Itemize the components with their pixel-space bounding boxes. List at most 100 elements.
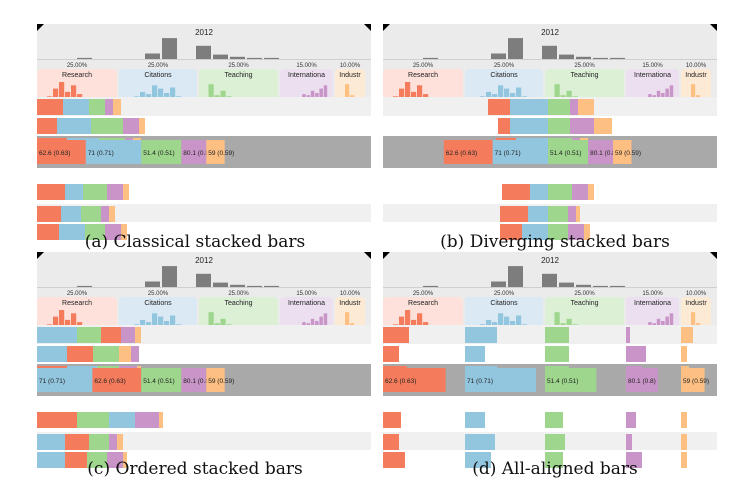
- segment-teaching: [548, 224, 568, 240]
- segment-international: [105, 99, 113, 115]
- year-histogram-bar: [162, 266, 177, 287]
- highlight-value-label: 71 (0.71): [467, 378, 493, 385]
- segment-international: [626, 452, 642, 468]
- segment-teaching: [77, 327, 101, 343]
- highlight-segment-research: [37, 140, 86, 164]
- column-histogram-bar: [53, 88, 59, 104]
- column-histogram-bar: [504, 316, 510, 332]
- segment-international: [107, 452, 123, 468]
- column-histogram-bar: [323, 313, 328, 332]
- year-histogram-bar: [196, 273, 211, 287]
- column-label-citations: Citations: [144, 72, 172, 79]
- year-label: 2012: [541, 256, 559, 265]
- highlight-value-label: 51.4 (0.51): [143, 378, 174, 385]
- panel-d: 2012 25.00% Research 25.00% Citations 25.00% T…: [383, 252, 717, 469]
- highlight-value-label: 51.4 (0.51): [550, 150, 581, 157]
- highlight-value-label: 62.6 (0.63): [94, 378, 125, 385]
- segment-international: [135, 412, 159, 428]
- segment-industry: [117, 434, 123, 450]
- column-label-industry: Industr: [685, 72, 707, 79]
- segment-international: [626, 434, 632, 450]
- segment-research: [383, 434, 399, 450]
- highlight-value-label: 62.6 (0.63): [446, 150, 477, 157]
- year-histogram-bar: [247, 57, 262, 59]
- year-histogram-bar: [423, 285, 438, 287]
- segment-citations: [510, 99, 548, 115]
- column-histogram-bar: [498, 313, 504, 332]
- highlight-segment-international: [588, 140, 614, 164]
- highlight-segment-international: [181, 368, 207, 392]
- highlight-value-label: 80.1 (0.8): [183, 150, 211, 157]
- column-weight: 25.00%: [494, 291, 515, 297]
- segment-international: [626, 327, 630, 343]
- column-weight: 15.00%: [296, 291, 317, 297]
- highlight-segment-citations: [37, 368, 93, 392]
- corner-marker-icon: [383, 24, 390, 31]
- segment-industry: [681, 412, 687, 428]
- year-histogram-bar: [491, 281, 506, 287]
- segment-citations: [528, 206, 548, 222]
- segment-citations: [57, 118, 91, 134]
- corner-marker-icon: [364, 252, 371, 259]
- column-histogram-bar: [516, 315, 522, 332]
- segment-teaching: [87, 452, 107, 468]
- column-weight: 15.00%: [642, 291, 663, 297]
- year-histogram-bar: [559, 282, 574, 287]
- segment-research: [498, 118, 510, 134]
- segment-industry: [135, 327, 141, 343]
- column-weight: 15.00%: [296, 63, 317, 69]
- column-histogram-bar: [53, 316, 59, 332]
- segment-citations: [65, 184, 83, 200]
- segment-research: [65, 452, 87, 468]
- segment-teaching: [89, 99, 105, 115]
- segment-industry: [123, 452, 127, 468]
- segment-research: [383, 452, 405, 468]
- segment-citations: [465, 346, 485, 362]
- segment-international: [626, 346, 646, 362]
- segment-research: [37, 99, 63, 115]
- segment-citations: [530, 184, 548, 200]
- highlight-value-label: 59 (0.59): [208, 150, 234, 157]
- column-weight: 25.00%: [574, 63, 595, 69]
- segment-industry: [123, 184, 129, 200]
- column-histogram-bar: [554, 312, 560, 332]
- year-histogram-bar: [542, 45, 557, 59]
- segment-teaching: [81, 206, 101, 222]
- segment-citations: [37, 346, 67, 362]
- year-histogram-bar: [247, 285, 262, 287]
- year-label: 2012: [195, 256, 213, 265]
- highlight-segment-industry: [206, 368, 225, 392]
- segment-teaching: [545, 452, 563, 468]
- highlight-segment-research: [92, 368, 142, 392]
- highlight-value-label: 51.4 (0.51): [143, 150, 174, 157]
- column-label-citations: Citations: [490, 300, 518, 307]
- column-histogram-bar: [319, 316, 323, 332]
- segment-research: [37, 224, 59, 240]
- segment-teaching: [91, 118, 123, 134]
- column-histogram-bar: [417, 85, 423, 104]
- segment-teaching: [545, 346, 569, 362]
- year-histogram-bar: [508, 38, 523, 59]
- column-label-teaching: Teaching: [570, 72, 598, 79]
- segment-research: [488, 99, 510, 115]
- year-histogram-bar: [264, 285, 279, 287]
- column-histogram-bar: [71, 313, 77, 332]
- column-histogram-bar: [158, 316, 164, 332]
- year-histogram-bar: [491, 53, 506, 59]
- year-histogram-bar: [145, 53, 160, 59]
- segment-teaching: [545, 434, 565, 450]
- highlight-segment-citations: [465, 368, 536, 392]
- column-weight: 25.00%: [148, 291, 169, 297]
- segment-international: [626, 412, 636, 428]
- caption-c: (c) Ordered stacked bars: [87, 459, 303, 479]
- caption-b: (b) Diverging stacked bars: [440, 232, 670, 252]
- corner-marker-icon: [710, 252, 717, 259]
- column-histogram-bar: [504, 88, 510, 104]
- segment-industry: [121, 224, 127, 240]
- caption-a: (a) Classical stacked bars: [84, 232, 306, 252]
- highlight-value-label: 62.6 (0.63): [385, 378, 416, 385]
- segment-teaching: [548, 184, 572, 200]
- highlight-value-label: 59 (0.59): [615, 150, 641, 157]
- segment-teaching: [77, 412, 109, 428]
